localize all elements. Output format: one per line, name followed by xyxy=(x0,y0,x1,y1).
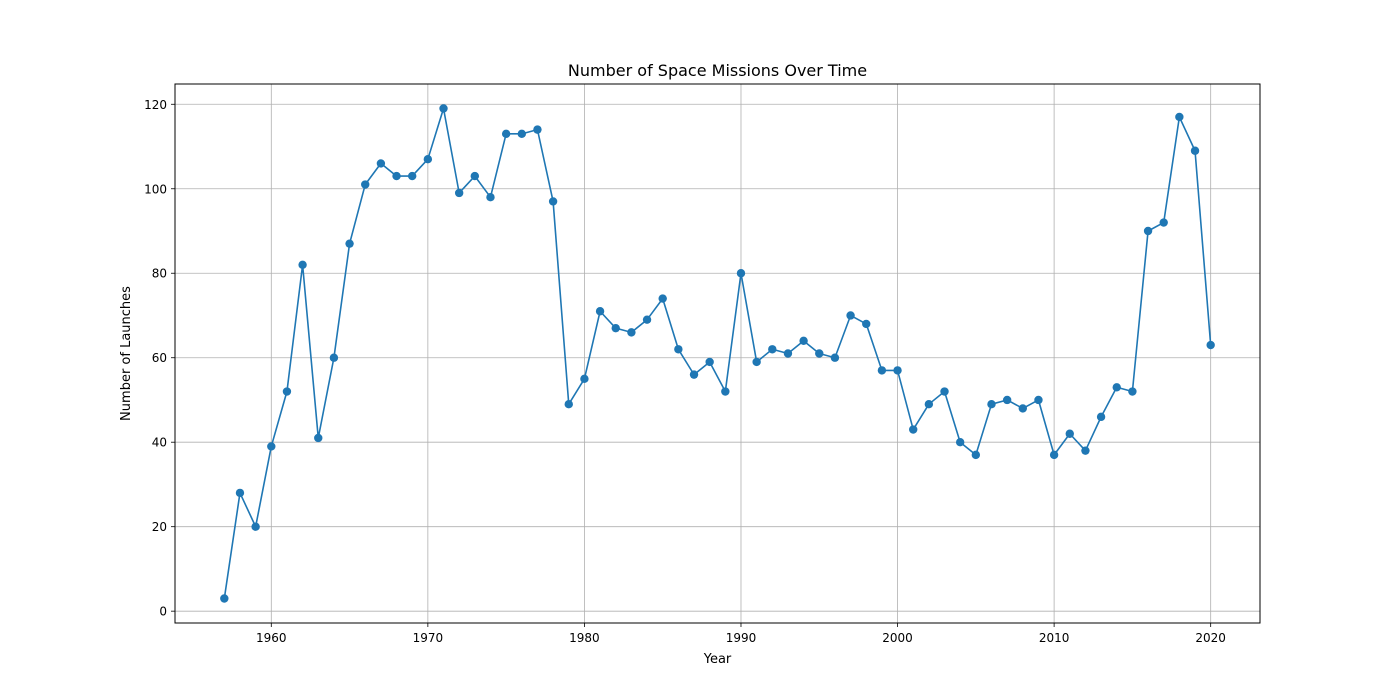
data-point xyxy=(595,307,605,316)
data-point xyxy=(486,193,495,202)
data-point xyxy=(298,260,307,269)
data-point xyxy=(783,349,793,358)
data-point xyxy=(862,319,871,329)
data-point xyxy=(1206,340,1215,350)
data-point xyxy=(955,438,965,447)
data-point xyxy=(345,239,354,248)
x-axis-label: Year xyxy=(703,652,732,667)
data-point xyxy=(1034,395,1043,405)
data-point xyxy=(689,370,699,379)
data-point xyxy=(548,197,558,206)
data-point xyxy=(815,349,824,358)
data-point xyxy=(1065,429,1074,438)
data-point xyxy=(517,129,526,139)
series-line xyxy=(223,107,1212,599)
data-point xyxy=(251,522,260,531)
x-tick-label: 2010 xyxy=(1039,631,1070,645)
data-point xyxy=(1175,112,1184,122)
y-tick-label: 20 xyxy=(152,520,167,534)
data-point xyxy=(611,323,620,333)
data-point xyxy=(846,311,855,320)
y-tick-label: 120 xyxy=(144,98,167,112)
data-point xyxy=(1096,412,1106,422)
data-point xyxy=(752,357,761,367)
chart-title: Number of Space Missions Over Time xyxy=(568,61,867,80)
data-point xyxy=(971,450,981,460)
y-tick-label: 100 xyxy=(144,182,167,196)
x-tick-label: 1980 xyxy=(569,631,600,645)
data-point xyxy=(705,357,714,367)
data-point xyxy=(423,154,433,164)
data-point xyxy=(454,188,464,198)
data-point xyxy=(1143,226,1153,236)
grid xyxy=(175,84,1260,623)
data-point xyxy=(376,159,386,168)
data-point xyxy=(439,104,448,113)
data-point xyxy=(470,171,480,181)
y-tick-label: 0 xyxy=(159,605,167,619)
x-tick-label: 1970 xyxy=(413,631,444,645)
data-point xyxy=(235,488,245,498)
data-point xyxy=(830,353,840,362)
data-point xyxy=(408,171,417,181)
axis-ticks: 1960 1970 1980 1990 2000 2010 2020 0 20 40 60 80 100… xyxy=(144,98,1226,645)
data-point xyxy=(392,171,401,181)
data-point xyxy=(893,366,902,375)
data-point xyxy=(533,125,542,134)
data-point xyxy=(1190,146,1200,155)
data-point xyxy=(220,594,229,603)
data-point xyxy=(658,294,667,303)
y-tick-label: 40 xyxy=(152,436,167,450)
data-point xyxy=(1081,446,1090,455)
data-point xyxy=(314,433,323,443)
y-tick-label: 60 xyxy=(152,351,167,365)
data-point xyxy=(580,374,589,384)
data-point xyxy=(1159,218,1168,227)
y-axis-label: Number of Launches xyxy=(119,286,134,421)
y-tick-label: 80 xyxy=(152,267,167,281)
data-point xyxy=(736,269,746,278)
x-tick-label: 2020 xyxy=(1195,631,1226,645)
data-point xyxy=(329,353,339,362)
data-point xyxy=(627,328,636,337)
data-point xyxy=(940,387,949,396)
x-tick-label: 2000 xyxy=(882,631,913,645)
plot-frame xyxy=(174,83,1261,624)
data-point xyxy=(1002,395,1012,405)
series-layer xyxy=(220,104,1215,603)
data-point xyxy=(1049,450,1059,460)
data-point xyxy=(909,425,918,434)
data-point xyxy=(1128,387,1137,396)
data-point xyxy=(361,180,370,189)
data-point xyxy=(1018,404,1027,413)
data-point xyxy=(721,387,730,396)
data-point xyxy=(877,366,887,375)
data-point xyxy=(642,315,652,324)
x-tick-label: 1960 xyxy=(256,631,287,645)
data-point xyxy=(564,399,573,409)
data-point xyxy=(1112,383,1121,392)
x-tick-label: 1990 xyxy=(726,631,757,645)
data-point xyxy=(924,399,934,409)
data-point xyxy=(799,336,808,346)
data-point xyxy=(674,345,683,354)
data-point xyxy=(768,345,777,354)
data-point xyxy=(282,387,292,396)
data-point xyxy=(267,442,276,451)
data-point xyxy=(501,129,511,139)
data-point xyxy=(987,399,996,409)
